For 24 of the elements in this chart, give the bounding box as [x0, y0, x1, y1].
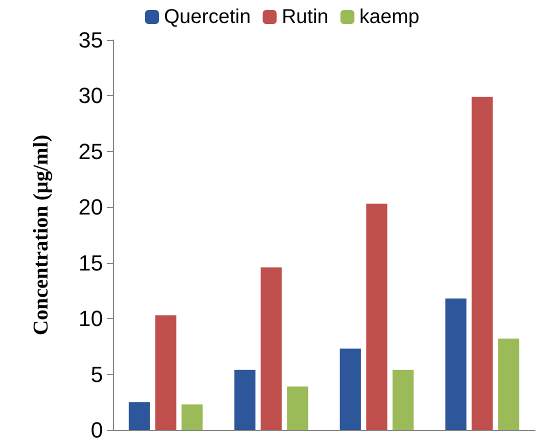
bar [445, 298, 466, 430]
bar [260, 267, 282, 430]
y-tick-label: 30 [78, 83, 103, 108]
bar [182, 404, 203, 430]
bar [498, 338, 520, 430]
bar [128, 402, 150, 430]
bar [392, 370, 414, 430]
y-tick-label: 5 [90, 362, 103, 387]
bar [287, 386, 308, 430]
y-tick-label: 15 [78, 250, 103, 276]
y-tick-label: 35 [78, 28, 103, 52]
y-tick-label: 10 [78, 306, 103, 332]
y-tick-label: 25 [78, 138, 103, 164]
y-tick-label: 20 [78, 194, 103, 220]
bar [366, 204, 388, 430]
bar [155, 315, 176, 430]
bar [234, 370, 256, 430]
legend-label: Quercetin [164, 6, 251, 28]
y-axis-title: Concentration (µg/ml) [28, 134, 52, 336]
legend-label: Rutin [282, 6, 328, 28]
legend-label: kaemp [359, 6, 420, 28]
bar [340, 348, 361, 430]
bar [472, 96, 493, 430]
y-tick-label: 0 [90, 418, 103, 441]
